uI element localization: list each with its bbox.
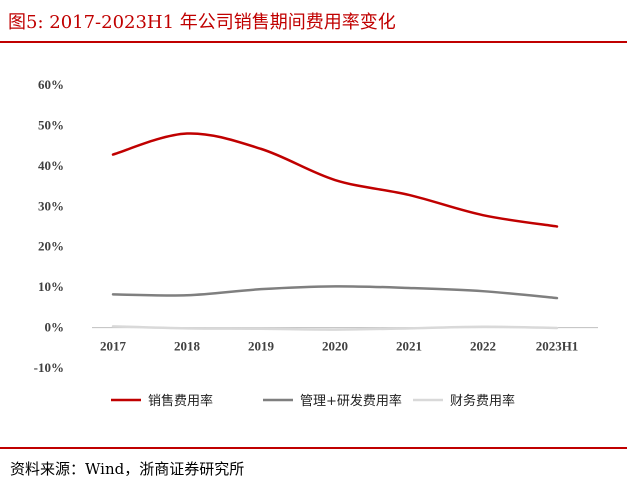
x-tick-label: 2017 [100, 339, 127, 354]
series-line-2 [111, 325, 559, 331]
y-axis-labels: -10% 0% 10% 20% 30% 40% 50% 60% [34, 77, 64, 375]
figure-title: 图5: 2017-2023H1 年公司销售期间费用率变化 [8, 12, 396, 33]
y-tick-label: 30% [38, 198, 64, 213]
x-axis-labels: 2017 2018 2019 2020 2021 2022 2023H1 [100, 339, 578, 354]
line-chart: -10% 0% 10% 20% 30% 40% 50% 60% 2017 2018 2019 202… [34, 77, 598, 409]
y-tick-label: 50% [38, 117, 64, 132]
x-tick-label: 2022 [470, 339, 496, 354]
x-tick-label: 2020 [322, 339, 348, 354]
y-tick-label: 60% [38, 77, 64, 92]
x-tick-label: 2018 [174, 339, 201, 354]
series-line-0 [111, 132, 559, 228]
y-tick-label: 0% [45, 320, 65, 335]
legend: 销售费用率 管理+研发费用率 财务费用率 [111, 393, 515, 409]
series-lines [111, 132, 559, 331]
legend-label-2: 财务费用率 [450, 393, 515, 409]
source-note: 资料来源：Wind，浙商证券研究所 [10, 460, 245, 478]
y-tick-label: 20% [38, 239, 64, 254]
x-tick-label: 2019 [248, 339, 275, 354]
y-tick-label: 10% [38, 279, 64, 294]
x-tick-label: 2023H1 [536, 339, 579, 354]
title-divider [0, 41, 627, 43]
source-divider [0, 447, 627, 449]
y-tick-label: -10% [34, 360, 64, 375]
series-line-1 [111, 285, 559, 300]
legend-label-0: 销售费用率 [148, 393, 213, 409]
x-tick-label: 2021 [396, 339, 422, 354]
y-tick-label: 40% [38, 158, 64, 173]
legend-label-1: 管理+研发费用率 [300, 393, 402, 409]
